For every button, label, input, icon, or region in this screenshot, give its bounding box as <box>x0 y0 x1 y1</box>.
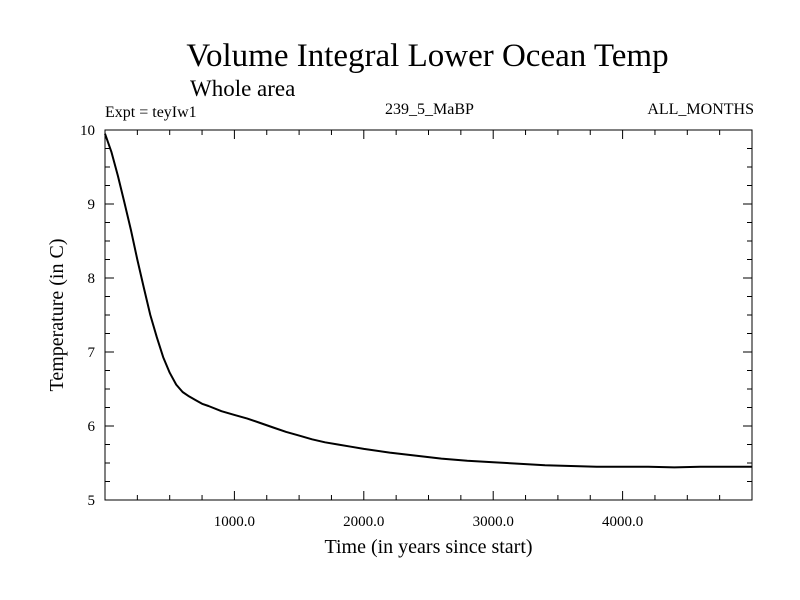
x-tick-label: 1000.0 <box>214 514 255 530</box>
experiment-label: Expt = teyIw1 <box>105 104 197 121</box>
y-tick-label: 9 <box>88 197 96 213</box>
y-tick-label: 6 <box>88 419 96 435</box>
y-tick-label: 8 <box>88 271 96 287</box>
y-tick-label: 7 <box>88 345 96 361</box>
y-tick-label: 10 <box>80 123 95 139</box>
x-tick-label: 2000.0 <box>343 514 384 530</box>
plot-frame <box>104 129 753 501</box>
chart-title: Volume Integral Lower Ocean Temp <box>186 38 669 74</box>
period-label: 239_5_MaBP <box>385 101 474 118</box>
x-axis-label: Time (in years since start) <box>324 536 532 558</box>
months-label: ALL_MONTHS <box>647 101 754 118</box>
chart-subtitle: Whole area <box>190 76 296 101</box>
series-line <box>104 133 752 469</box>
x-tick-label: 4000.0 <box>602 514 643 530</box>
y-axis-label: Temperature (in C) <box>46 239 68 392</box>
x-tick-label: 3000.0 <box>473 514 514 530</box>
y-tick-label: 5 <box>88 493 96 509</box>
